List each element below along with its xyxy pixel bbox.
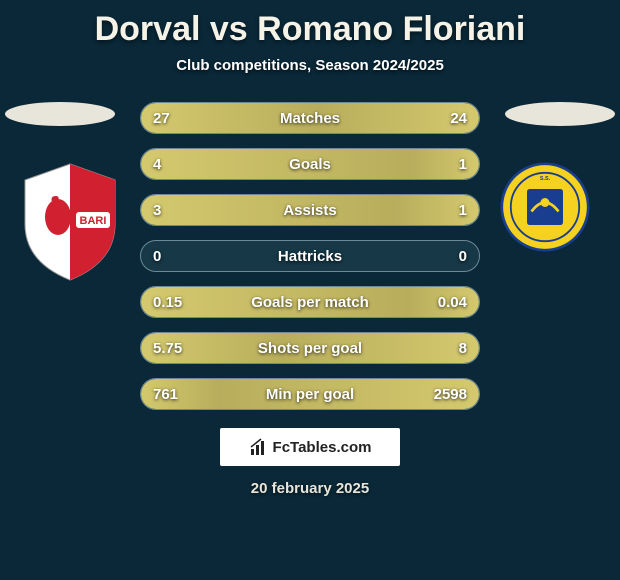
stat-value-right: 1 [459, 149, 467, 180]
date-text: 20 february 2025 [0, 480, 620, 497]
stat-value-right: 1 [459, 195, 467, 226]
juve-stabia-badge-icon: S.S. [500, 162, 590, 252]
brand-text: FcTables.com [273, 439, 372, 456]
stat-row: 4Goals1 [140, 148, 480, 180]
player-ellipse-left [5, 102, 115, 126]
club-badge-right: S.S. [500, 162, 600, 282]
svg-text:S.S.: S.S. [540, 176, 551, 182]
page-subtitle: Club competitions, Season 2024/2025 [0, 57, 620, 74]
stat-label: Hattricks [141, 241, 479, 272]
stat-row: 0Hattricks0 [140, 240, 480, 272]
stat-label: Shots per goal [141, 333, 479, 364]
stat-row: 5.75Shots per goal8 [140, 332, 480, 364]
stat-row: 27Matches24 [140, 102, 480, 134]
chart-icon [249, 437, 269, 457]
stat-value-right: 24 [450, 103, 467, 134]
stat-label: Matches [141, 103, 479, 134]
comparison-content: BARI S.S. 27Matches24 4Goals1 3Assists1 0Ha… [0, 102, 620, 410]
stat-row: 761Min per goal2598 [140, 378, 480, 410]
stat-label: Goals per match [141, 287, 479, 318]
stat-label: Assists [141, 195, 479, 226]
stat-row: 3Assists1 [140, 194, 480, 226]
stat-bars-container: 27Matches24 4Goals1 3Assists1 0Hattricks0 0.… [140, 102, 480, 410]
club-badge-left: BARI [20, 162, 120, 282]
stat-label: Min per goal [141, 379, 479, 410]
stat-label: Goals [141, 149, 479, 180]
brand-box[interactable]: FcTables.com [220, 428, 400, 466]
player-ellipse-right [505, 102, 615, 126]
stat-value-right: 0 [459, 241, 467, 272]
stat-row: 0.15Goals per match0.04 [140, 286, 480, 318]
stat-value-right: 8 [459, 333, 467, 364]
stat-value-right: 2598 [434, 379, 467, 410]
bari-badge-icon: BARI [20, 162, 120, 282]
stat-value-right: 0.04 [438, 287, 467, 318]
svg-text:BARI: BARI [80, 215, 107, 227]
page-title: Dorval vs Romano Floriani [0, 0, 620, 49]
